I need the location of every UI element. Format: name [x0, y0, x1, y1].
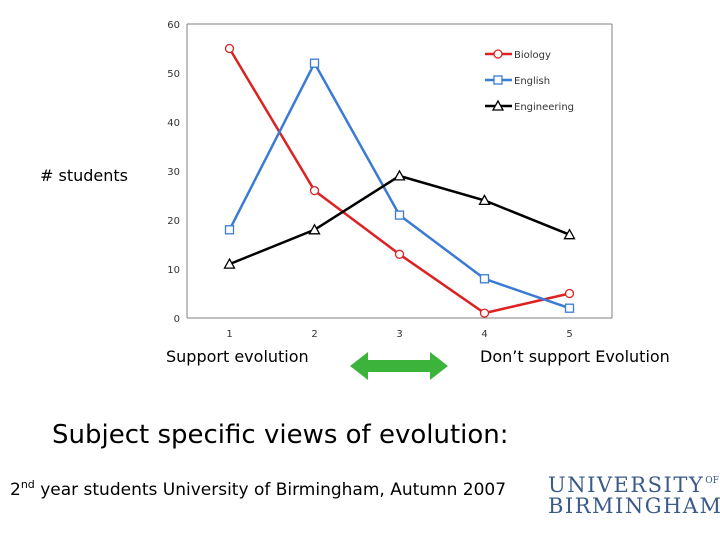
support-evolution-label: Support evolution: [166, 347, 309, 366]
x-tick-label: 5: [566, 329, 572, 340]
y-tick-label: 20: [167, 216, 180, 227]
ordinal-suffix: nd: [20, 478, 35, 491]
subtitle-text: year students University of Birmingham, …: [34, 480, 507, 500]
biology-point: [479, 308, 490, 318]
logo-university: UNIVERSITY: [548, 473, 705, 497]
biology-series: [224, 43, 575, 318]
legend-marker: [491, 99, 505, 111]
university-of-birmingham-logo: UNIVERSITYOF BIRMINGHAM: [548, 471, 720, 517]
y-tick-label: 40: [167, 118, 180, 129]
y-tick-label: 50: [167, 69, 180, 80]
legend-marker: [493, 49, 503, 59]
english-point: [309, 58, 320, 68]
x-tick-label: 4: [481, 329, 487, 340]
slide-subtitle: 2nd year students University of Birmingh…: [10, 478, 506, 500]
engineering-series: [223, 169, 576, 269]
direction-arrow: [350, 352, 448, 380]
legend-label: English: [514, 76, 550, 87]
dont-support-evolution-label: Don’t support Evolution: [480, 347, 670, 366]
logo-line-1: UNIVERSITYOF: [548, 471, 719, 496]
engineering-point: [308, 223, 321, 235]
x-tick-label: 3: [396, 329, 402, 340]
engineering-point: [223, 257, 236, 269]
english-point: [394, 210, 405, 220]
y-axis-label: # students: [40, 166, 128, 185]
biology-line: [228, 47, 570, 315]
legend-label: Engineering: [514, 102, 574, 113]
english-line: [228, 60, 570, 310]
legend-item-english: English: [485, 75, 550, 87]
legend-label: Biology: [514, 50, 551, 61]
engineering-point: [393, 169, 406, 181]
english-series: [224, 58, 575, 313]
chart: 0 10 20 30 40 50 60 1 2 3 4 5 Biology English Engine…: [167, 20, 613, 380]
biology-point: [309, 185, 320, 196]
english-point: [479, 274, 490, 284]
x-tick-label: 2: [311, 329, 317, 340]
y-tick-label: 30: [167, 167, 180, 178]
slide-title: Subject specific views of evolution:: [52, 420, 509, 450]
legend-marker: [493, 75, 503, 85]
biology-point: [394, 249, 405, 259]
biology-point: [224, 43, 235, 54]
english-point: [564, 303, 575, 313]
engineering-point: [563, 228, 576, 240]
ordinal-number: 2: [10, 480, 21, 500]
english-point: [224, 225, 235, 235]
y-tick-label: 0: [174, 314, 180, 325]
engineering-point: [478, 194, 491, 206]
legend-item-engineering: Engineering: [485, 99, 574, 113]
logo-line-2: BIRMINGHAM: [548, 494, 720, 518]
y-tick-label: 10: [167, 265, 180, 276]
y-tick-label: 60: [167, 20, 180, 31]
biology-point: [564, 288, 575, 299]
logo-of: OF: [705, 476, 719, 486]
legend-item-biology: Biology: [485, 49, 551, 61]
x-tick-label: 1: [226, 329, 232, 340]
